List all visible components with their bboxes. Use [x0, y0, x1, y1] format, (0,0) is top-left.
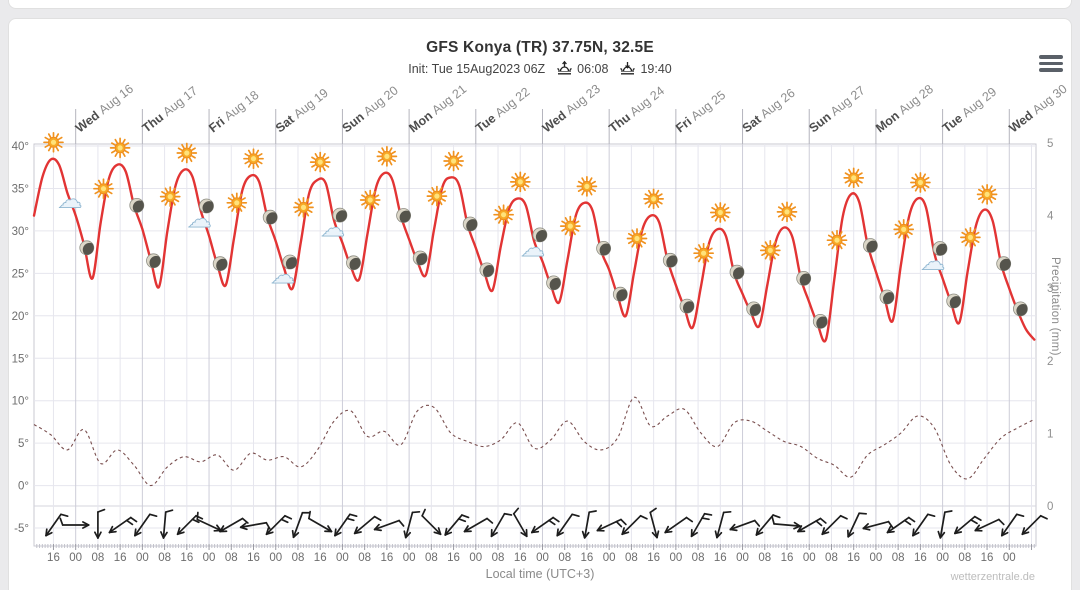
- svg-text:08: 08: [958, 552, 971, 564]
- svg-text:Thu Aug 24: Thu Aug 24: [606, 84, 667, 136]
- svg-text:5: 5: [1047, 138, 1053, 150]
- svg-text:3: 3: [1047, 283, 1053, 295]
- svg-text:00: 00: [403, 552, 416, 564]
- svg-text:10°: 10°: [12, 396, 29, 408]
- svg-text:08: 08: [692, 552, 705, 564]
- svg-text:00: 00: [936, 552, 949, 564]
- svg-text:Mon Aug 28: Mon Aug 28: [873, 82, 936, 135]
- sunrise-icon: [555, 60, 574, 78]
- svg-text:08: 08: [292, 552, 305, 564]
- svg-text:00: 00: [1003, 552, 1016, 564]
- svg-text:16: 16: [247, 552, 260, 564]
- svg-text:2: 2: [1047, 356, 1053, 368]
- svg-text:16: 16: [380, 552, 393, 564]
- svg-text:08: 08: [558, 552, 571, 564]
- svg-text:16: 16: [847, 552, 860, 564]
- svg-text:20°: 20°: [12, 311, 29, 323]
- svg-text:Sun Aug 27: Sun Aug 27: [806, 83, 867, 135]
- svg-text:Thu Aug 17: Thu Aug 17: [140, 84, 201, 136]
- svg-text:08: 08: [158, 552, 171, 564]
- svg-text:16: 16: [514, 552, 527, 564]
- svg-text:08: 08: [892, 552, 905, 564]
- svg-text:16: 16: [981, 552, 994, 564]
- svg-text:Wed Aug 23: Wed Aug 23: [540, 82, 603, 136]
- previous-card-edge: [8, 0, 1072, 9]
- svg-text:0°: 0°: [18, 481, 29, 493]
- sunset-icon: [618, 62, 637, 78]
- svg-text:16: 16: [781, 552, 794, 564]
- svg-text:0: 0: [1047, 501, 1053, 513]
- svg-text:08: 08: [358, 552, 371, 564]
- svg-text:40°: 40°: [12, 141, 29, 153]
- sunset-time: 19:40: [640, 62, 672, 76]
- svg-text:-5°: -5°: [14, 523, 29, 535]
- svg-text:00: 00: [469, 552, 482, 564]
- svg-text:08: 08: [425, 552, 438, 564]
- svg-text:Wed Aug 30: Wed Aug 30: [1007, 82, 1070, 136]
- svg-text:00: 00: [203, 552, 216, 564]
- svg-text:Sun Aug 20: Sun Aug 20: [340, 83, 401, 135]
- svg-text:00: 00: [269, 552, 282, 564]
- init-label: Init: Tue 15Aug2023 06Z: [408, 62, 546, 76]
- svg-text:00: 00: [536, 552, 549, 564]
- svg-text:Tue Aug 29: Tue Aug 29: [940, 85, 999, 136]
- svg-text:00: 00: [803, 552, 816, 564]
- svg-text:08: 08: [825, 552, 838, 564]
- svg-text:00: 00: [603, 552, 616, 564]
- svg-text:00: 00: [669, 552, 682, 564]
- svg-text:35°: 35°: [12, 183, 29, 195]
- svg-text:16: 16: [47, 552, 60, 564]
- svg-text:00: 00: [136, 552, 149, 564]
- svg-text:Fri Aug 25: Fri Aug 25: [673, 88, 728, 135]
- svg-text:08: 08: [492, 552, 505, 564]
- svg-text:00: 00: [69, 552, 82, 564]
- svg-text:16: 16: [314, 552, 327, 564]
- meteogram-card: ☁40°35°30°25°20°15°10°5°0°-5°54321016000…: [8, 18, 1072, 590]
- svg-text:Wed Aug 16: Wed Aug 16: [73, 82, 136, 136]
- svg-text:25°: 25°: [12, 268, 29, 280]
- meteogram-chart: ☁40°35°30°25°20°15°10°5°0°-5°54321016000…: [12, 82, 1070, 564]
- svg-text:1: 1: [1047, 428, 1053, 440]
- svg-text:08: 08: [758, 552, 771, 564]
- sunrise-time: 06:08: [577, 62, 609, 76]
- svg-text:00: 00: [736, 552, 749, 564]
- svg-text:4: 4: [1047, 211, 1054, 223]
- svg-text:16: 16: [647, 552, 660, 564]
- svg-text:Fri Aug 18: Fri Aug 18: [206, 88, 261, 135]
- svg-text:Tue Aug 22: Tue Aug 22: [473, 85, 532, 136]
- watermark: wetterzentrale.de: [950, 571, 1035, 583]
- svg-text:16: 16: [581, 552, 594, 564]
- svg-text:5°: 5°: [18, 438, 29, 450]
- svg-text:16: 16: [114, 552, 127, 564]
- svg-text:30°: 30°: [12, 226, 29, 238]
- svg-text:00: 00: [336, 552, 349, 564]
- svg-text:16: 16: [714, 552, 727, 564]
- svg-text:08: 08: [225, 552, 238, 564]
- x-axis-title: Local time (UTC+3): [485, 567, 595, 581]
- svg-text:Mon Aug 21: Mon Aug 21: [406, 82, 469, 135]
- svg-text:00: 00: [870, 552, 883, 564]
- chart-subtitle: Init: Tue 15Aug2023 06Z 06:08: [9, 60, 1071, 78]
- svg-text:15°: 15°: [12, 353, 29, 365]
- chart-title: GFS Konya (TR) 37.75N, 32.5E: [426, 39, 654, 56]
- svg-text:16: 16: [914, 552, 927, 564]
- svg-text:Sat Aug 26: Sat Aug 26: [740, 86, 798, 136]
- menu-icon[interactable]: [1039, 55, 1063, 73]
- y-right-axis-title: Precipitation (mm): [1049, 257, 1061, 356]
- svg-text:08: 08: [625, 552, 638, 564]
- svg-text:08: 08: [92, 552, 105, 564]
- svg-text:16: 16: [447, 552, 460, 564]
- svg-text:16: 16: [180, 552, 193, 564]
- svg-text:Sat Aug 19: Sat Aug 19: [273, 86, 331, 136]
